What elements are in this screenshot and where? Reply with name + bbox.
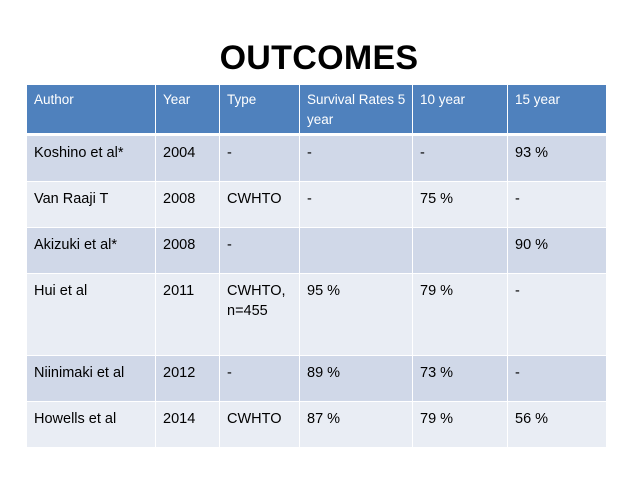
author-cell: Akizuki et al* (26, 227, 156, 274)
survival-15-year-cell: - (507, 181, 607, 228)
year-cell: 2011 (155, 273, 220, 356)
table-row: Van Raaji T 2008 CWHTO - 75 % - (26, 181, 607, 228)
survival-10-year-cell: 79 % (412, 401, 508, 448)
author-cell: Niinimaki et al (26, 355, 156, 402)
survival-5-year-cell: 95 % (299, 273, 413, 356)
survival-10-year-cell: - (412, 134, 508, 182)
page-title: OUTCOMES (219, 39, 419, 77)
year-cell: 2008 (155, 227, 220, 274)
survival-15-year-cell: - (507, 273, 607, 356)
year-cell: 2014 (155, 401, 220, 448)
survival-10-year-cell (412, 227, 508, 274)
survival-15-year-cell: - (507, 355, 607, 402)
survival-15-year-cell: 93 % (507, 134, 607, 182)
author-cell: Howells et al (26, 401, 156, 448)
author-cell: Hui et al (26, 273, 156, 356)
column-header-author: Author (26, 84, 156, 136)
table-row: Koshino et al* 2004 - - - 93 % (26, 134, 607, 182)
column-header-10-year: 10 year (412, 84, 508, 136)
type-cell: - (219, 355, 300, 402)
table-row: Akizuki et al* 2008 - 90 % (26, 227, 607, 274)
survival-10-year-cell: 75 % (412, 181, 508, 228)
survival-10-year-cell: 79 % (412, 273, 508, 356)
survival-10-year-cell: 73 % (412, 355, 508, 402)
year-cell: 2004 (155, 134, 220, 182)
outcomes-table: Author Year Type Survival Rates 5 year 1… (26, 84, 607, 448)
column-header-year: Year (155, 84, 220, 136)
type-cell: CWHTO (219, 181, 300, 228)
table-header-row: Author Year Type Survival Rates 5 year 1… (26, 84, 607, 136)
author-cell: Van Raaji T (26, 181, 156, 228)
type-cell: - (219, 134, 300, 182)
survival-5-year-cell: - (299, 181, 413, 228)
survival-5-year-cell: 87 % (299, 401, 413, 448)
type-cell: CWHTO (219, 401, 300, 448)
survival-5-year-cell: - (299, 134, 413, 182)
column-header-type: Type (219, 84, 300, 136)
table-row: Niinimaki et al 2012 - 89 % 73 % - (26, 355, 607, 402)
author-cell: Koshino et al* (26, 134, 156, 182)
column-header-15-year: 15 year (507, 84, 607, 136)
column-header-survival-5-year: Survival Rates 5 year (299, 84, 413, 136)
type-cell: - (219, 227, 300, 274)
survival-5-year-cell (299, 227, 413, 274)
type-cell: CWHTO, n=455 (219, 273, 300, 356)
survival-15-year-cell: 56 % (507, 401, 607, 448)
survival-15-year-cell: 90 % (507, 227, 607, 274)
year-cell: 2012 (155, 355, 220, 402)
survival-5-year-cell: 89 % (299, 355, 413, 402)
table-row: Howells et al 2014 CWHTO 87 % 79 % 56 % (26, 401, 607, 448)
year-cell: 2008 (155, 181, 220, 228)
table-row: Hui et al 2011 CWHTO, n=455 95 % 79 % - (26, 273, 607, 356)
